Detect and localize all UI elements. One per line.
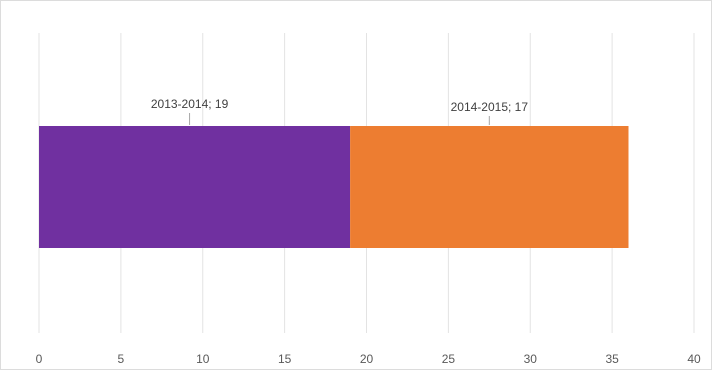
data-labels: 2013-2014; 19 2014-2015; 17 xyxy=(151,97,528,114)
x-tick-label-15: 15 xyxy=(278,352,292,366)
leader-lines xyxy=(189,113,490,125)
data-label-2013-2014: 2013-2014; 19 xyxy=(151,97,229,111)
x-tick-label-30: 30 xyxy=(524,352,538,366)
x-axis-tick-labels: 0 5 10 15 20 25 30 35 40 xyxy=(36,352,701,366)
data-label-2014-2015: 2014-2015; 17 xyxy=(451,100,529,114)
x-tick-label-5: 5 xyxy=(118,352,125,366)
x-tick-label-40: 40 xyxy=(687,352,701,366)
bars xyxy=(39,126,629,248)
x-tick-label-25: 25 xyxy=(442,352,456,366)
x-tick-label-35: 35 xyxy=(605,352,619,366)
bar-segment-2013-2014 xyxy=(39,126,351,248)
bar-segment-2014-2015 xyxy=(350,126,629,248)
x-tick-label-10: 10 xyxy=(196,352,210,366)
x-tick-label-20: 20 xyxy=(360,352,374,366)
x-tick-label-0: 0 xyxy=(36,352,43,366)
